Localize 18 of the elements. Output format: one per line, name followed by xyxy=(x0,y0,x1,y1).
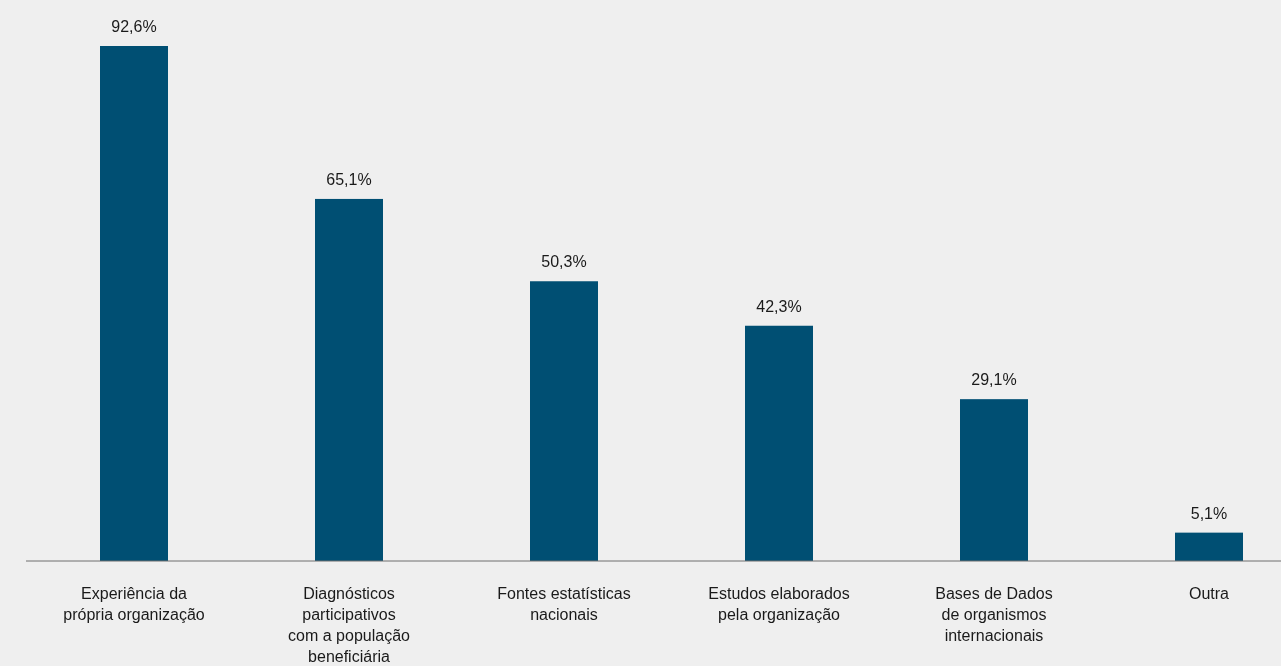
x-tick-label: Diagnósticos participativos com a população beneficiária xyxy=(288,585,411,665)
data-label: 5,1% xyxy=(1190,504,1228,522)
bar xyxy=(530,281,598,561)
data-label: 92,6% xyxy=(111,18,157,35)
data-label: 65,1% xyxy=(326,170,372,188)
x-tick-label: Experiência da própria organização xyxy=(63,585,205,623)
bar xyxy=(960,399,1028,561)
data-label: 29,1% xyxy=(971,371,1017,389)
x-tick-label: Fontes estatísticas nacionais xyxy=(497,585,631,623)
data-label: 42,3% xyxy=(756,297,802,315)
bar xyxy=(745,325,813,561)
x-tick-label: Estudos elaborados pela organização xyxy=(708,585,850,623)
bar xyxy=(1175,532,1243,561)
x-tick-label: Bases de Dados de organismos internacionais xyxy=(935,585,1053,644)
bar xyxy=(100,46,168,561)
data-label: 50,3% xyxy=(541,253,587,271)
bar xyxy=(315,198,383,561)
x-tick-label: Outra xyxy=(1188,585,1230,602)
